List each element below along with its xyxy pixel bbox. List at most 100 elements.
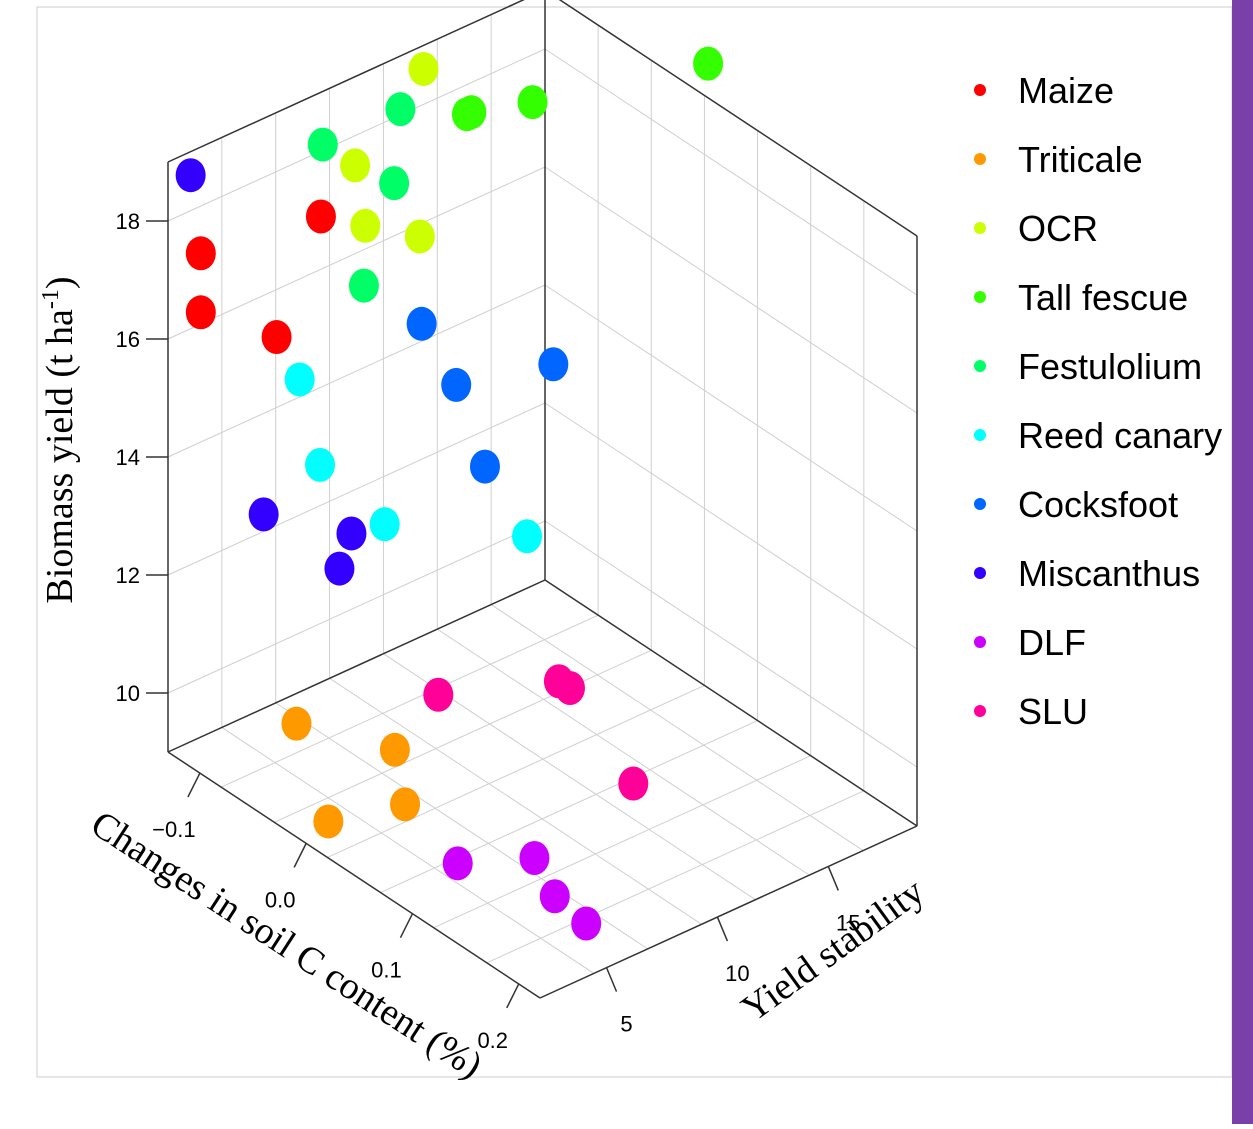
z-tick-label: 12 bbox=[116, 563, 140, 588]
grid-line bbox=[167, 166, 546, 340]
data-point-ocr bbox=[404, 219, 435, 254]
purple-border bbox=[1232, 0, 1253, 1124]
data-point-maize bbox=[185, 236, 216, 271]
box-edge bbox=[544, 579, 918, 827]
data-point-festulolium bbox=[307, 127, 338, 162]
data-point-cocksfoot bbox=[406, 306, 437, 341]
data-point-triticale bbox=[379, 732, 410, 767]
grid-line bbox=[437, 628, 810, 876]
y-tick-label: 10 bbox=[725, 961, 749, 986]
grid-line bbox=[329, 677, 702, 925]
data-point-dlf bbox=[539, 879, 570, 914]
data-point-triticale bbox=[281, 706, 312, 741]
legend-marker bbox=[974, 567, 986, 579]
grid-line bbox=[167, 402, 546, 576]
legend-label: SLU bbox=[1018, 691, 1088, 732]
legend-marker bbox=[974, 636, 986, 648]
box-edge bbox=[167, 0, 525, 163]
y-tick bbox=[605, 967, 618, 992]
legend-marker bbox=[974, 498, 986, 510]
y-tick-label: 15 bbox=[836, 910, 860, 935]
grid-line bbox=[167, 520, 546, 694]
grid-line bbox=[544, 48, 918, 296]
x-tick-label: −0.1 bbox=[152, 817, 195, 842]
y-tick-label: 5 bbox=[620, 1012, 632, 1037]
legend-marker bbox=[974, 705, 986, 717]
legend-label: DLF bbox=[1018, 622, 1086, 663]
legend-label: Cocksfoot bbox=[1018, 484, 1178, 525]
grid-line bbox=[544, 402, 918, 650]
legend-label: OCR bbox=[1018, 208, 1098, 249]
data-point-miscanthus bbox=[336, 516, 367, 551]
data-point-ocr bbox=[340, 148, 371, 183]
data-point-slu bbox=[618, 766, 649, 801]
x-tick bbox=[187, 772, 201, 798]
y-tick bbox=[827, 866, 839, 891]
data-point-miscanthus bbox=[324, 551, 355, 586]
data-point-festulolium bbox=[348, 268, 379, 303]
x-tick-label: 0.1 bbox=[371, 958, 402, 983]
data-point-reed-canary bbox=[305, 447, 336, 482]
grid-line bbox=[221, 727, 595, 974]
x-tick-label: 0.0 bbox=[265, 887, 296, 912]
legend-label: Festulolium bbox=[1018, 346, 1202, 387]
data-point-slu bbox=[543, 664, 574, 699]
legend-label: Triticale bbox=[1018, 139, 1143, 180]
data-point-maize bbox=[185, 295, 216, 330]
legend-marker bbox=[974, 153, 986, 165]
legend-label: Miscanthus bbox=[1018, 553, 1200, 594]
z-tick-label: 16 bbox=[116, 327, 140, 352]
x-tick bbox=[293, 843, 307, 868]
grid-line bbox=[167, 48, 546, 222]
data-point-triticale bbox=[313, 804, 344, 839]
data-point-dlf bbox=[571, 906, 602, 941]
box-edge bbox=[167, 751, 541, 999]
grid-line bbox=[327, 684, 705, 858]
legend-marker bbox=[974, 429, 986, 441]
data-point-cocksfoot bbox=[469, 449, 500, 484]
data-point-tall-fescue bbox=[451, 97, 482, 132]
grid-line bbox=[544, 166, 918, 414]
grid-line bbox=[433, 755, 811, 929]
grid-line bbox=[486, 790, 865, 964]
data-point-dlf bbox=[519, 841, 550, 876]
legend-label: Maize bbox=[1018, 70, 1114, 111]
data-point-maize bbox=[261, 320, 292, 355]
box-edge bbox=[558, 0, 918, 237]
legend-label: Reed canary bbox=[1018, 415, 1222, 456]
legend-marker bbox=[974, 360, 986, 372]
data-point-reed-canary bbox=[284, 362, 315, 397]
grid-line bbox=[167, 284, 546, 458]
x-tick bbox=[399, 913, 414, 938]
box-edge bbox=[167, 579, 546, 753]
x-tick bbox=[506, 983, 520, 1009]
data-point-miscanthus bbox=[175, 158, 206, 193]
data-point-ocr bbox=[350, 208, 381, 243]
legend-marker bbox=[974, 291, 986, 303]
grid-line bbox=[380, 720, 758, 894]
x-tick-label: 0.2 bbox=[477, 1028, 508, 1053]
data-point-cocksfoot bbox=[538, 347, 569, 382]
x-axis-title: Changes in soil C content (%) bbox=[83, 803, 489, 1087]
data-point-tall-fescue bbox=[517, 85, 548, 120]
data-point-reed-canary bbox=[512, 519, 543, 554]
data-point-maize bbox=[305, 199, 336, 234]
y-tick bbox=[716, 916, 729, 942]
z-tick-label: 18 bbox=[116, 209, 140, 234]
grid-line bbox=[544, 284, 918, 532]
legend-marker bbox=[974, 222, 986, 234]
data-point-cocksfoot bbox=[441, 367, 472, 402]
data-point-tall-fescue bbox=[693, 46, 724, 81]
z-tick-label: 10 bbox=[116, 681, 140, 706]
data-point-festulolium bbox=[379, 166, 410, 201]
z-tick-label: 14 bbox=[116, 445, 140, 470]
data-point-festulolium bbox=[385, 92, 416, 127]
data-point-miscanthus bbox=[248, 497, 279, 532]
box-edge bbox=[539, 825, 918, 999]
data-point-dlf bbox=[442, 846, 473, 881]
grid-line bbox=[490, 604, 864, 851]
data-point-reed-canary bbox=[369, 507, 400, 542]
data-point-ocr bbox=[408, 51, 439, 86]
legend-label: Tall fescue bbox=[1018, 277, 1188, 318]
